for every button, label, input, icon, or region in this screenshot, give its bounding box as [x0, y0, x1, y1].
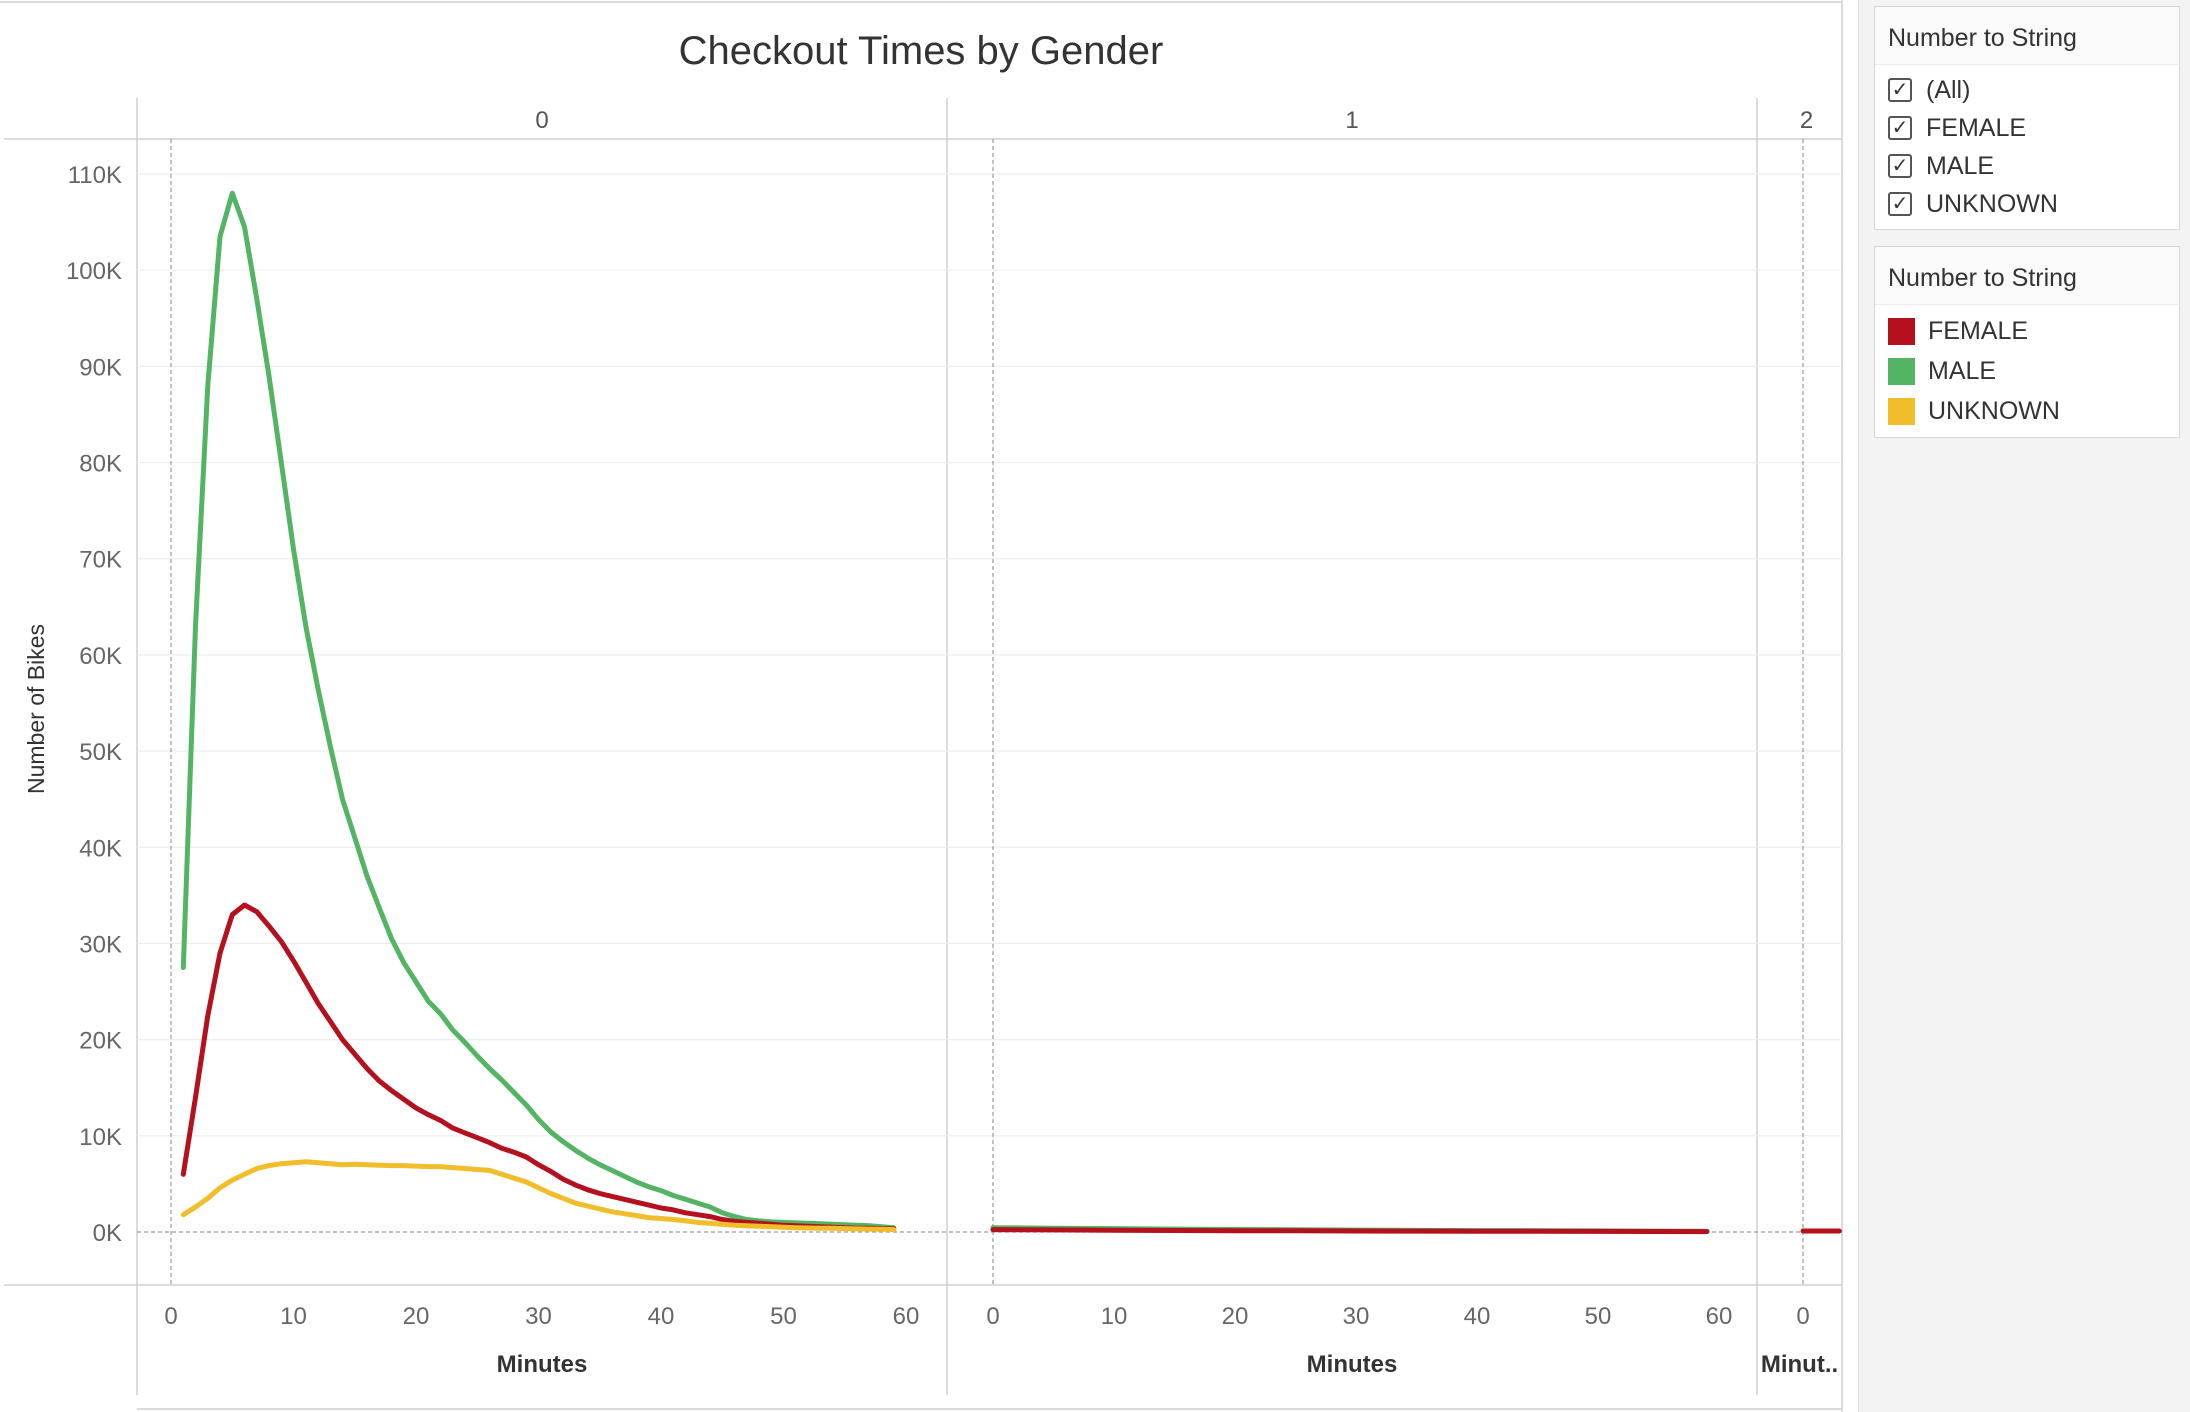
color-legend-card: Number to String FEMALE MALE UNKNOWN [1874, 246, 2180, 438]
legend-label: FEMALE [1928, 316, 2029, 345]
filter-item-male[interactable]: ✓ MALE [1875, 147, 2179, 185]
x-tick-label: 60 [893, 1303, 920, 1330]
filter-item-all[interactable]: ✓ (All) [1875, 71, 2179, 109]
filter-card: Number to String ✓ (All) ✓ FEMALE ✓ MALE… [1874, 6, 2180, 230]
series-line-unknown [180, 1159, 897, 1233]
x-axis-label: Minutes [497, 1351, 588, 1378]
y-axis: 0K 10K 20K 30K 40K 50K 60K 70K 80K 90K 100K 110K [66, 162, 1842, 1247]
chart-title: Checkout Times by Gender [679, 29, 1164, 73]
checkbox-checked-icon[interactable]: ✓ [1888, 192, 1912, 216]
panel-header: 2 [1800, 107, 1813, 134]
panel-2: 2 0 Minut.. [1761, 107, 1842, 1378]
panel-header: 1 [1345, 107, 1358, 134]
x-tick-label: 50 [1585, 1303, 1612, 1330]
x-axis-label: Minut.. [1761, 1351, 1838, 1378]
y-tick-label: 60K [79, 643, 122, 670]
legend-title: Number to String [1875, 247, 2179, 305]
x-tick-label: 60 [1706, 1303, 1733, 1330]
legend-item-unknown[interactable]: UNKNOWN [1875, 391, 2179, 431]
series-line-female [180, 902, 897, 1232]
panel-0: 0 0 10 20 30 40 50 60 Minutes [164, 107, 919, 1378]
y-tick-label: 30K [79, 931, 122, 958]
filter-item-label: UNKNOWN [1926, 189, 2058, 218]
filter-item-female[interactable]: ✓ FEMALE [1875, 109, 2179, 147]
x-tick-label: 0 [164, 1303, 177, 1330]
series-group [180, 190, 897, 1233]
y-tick-label: 50K [79, 739, 122, 766]
x-tick-label: 30 [525, 1303, 552, 1330]
filter-item-label: MALE [1926, 151, 1995, 180]
series-group [990, 1225, 1710, 1235]
x-tick-label: 30 [1343, 1303, 1370, 1330]
x-tick-label: 0 [986, 1303, 999, 1330]
legend-item-female[interactable]: FEMALE [1875, 311, 2179, 351]
legend-swatch [1888, 397, 1915, 425]
legend-label: UNKNOWN [1928, 396, 2060, 425]
y-tick-label: 90K [79, 354, 122, 381]
y-tick-label: 40K [79, 835, 122, 862]
x-axis-label: Minutes [1307, 1351, 1398, 1378]
x-tick-label: 10 [1101, 1303, 1128, 1330]
side-panel: Number to String ✓ (All) ✓ FEMALE ✓ MALE… [1858, 0, 2190, 1412]
filter-item-label: FEMALE [1926, 113, 2027, 142]
x-tick-label: 40 [648, 1303, 675, 1330]
y-tick-label: 10K [79, 1124, 122, 1151]
y-tick-label: 20K [79, 1028, 122, 1055]
chart-frame [0, 0, 1843, 1412]
y-tick-label: 80K [79, 451, 122, 478]
checkbox-checked-icon[interactable]: ✓ [1888, 154, 1912, 178]
filter-item-unknown[interactable]: ✓ UNKNOWN [1875, 185, 2179, 223]
filter-title: Number to String [1875, 7, 2179, 65]
checkbox-checked-icon[interactable]: ✓ [1888, 116, 1912, 140]
series-line-female [990, 1227, 1710, 1235]
legend-swatch [1888, 317, 1915, 345]
series-line-male [180, 190, 897, 1231]
legend-swatch [1888, 357, 1915, 385]
x-tick-label: 20 [403, 1303, 430, 1330]
y-tick-label: 100K [66, 258, 122, 285]
x-tick-label: 40 [1464, 1303, 1491, 1330]
legend-label: MALE [1928, 356, 1997, 385]
legend-item-male[interactable]: MALE [1875, 351, 2179, 391]
y-tick-label: 70K [79, 547, 122, 574]
x-tick-label: 0 [1796, 1303, 1809, 1330]
x-tick-label: 50 [770, 1303, 797, 1330]
filter-item-label: (All) [1926, 75, 1971, 104]
y-tick-label: 110K [68, 162, 122, 189]
checkbox-checked-icon[interactable]: ✓ [1888, 78, 1912, 102]
panel-header: 0 [535, 107, 548, 134]
x-tick-label: 10 [280, 1303, 307, 1330]
x-tick-label: 20 [1222, 1303, 1249, 1330]
y-tick-label: 0K [93, 1220, 122, 1247]
y-axis-label: Number of Bikes [23, 624, 49, 794]
chart-area: Checkout Times by Gender Number of Bikes… [0, 0, 1843, 1412]
